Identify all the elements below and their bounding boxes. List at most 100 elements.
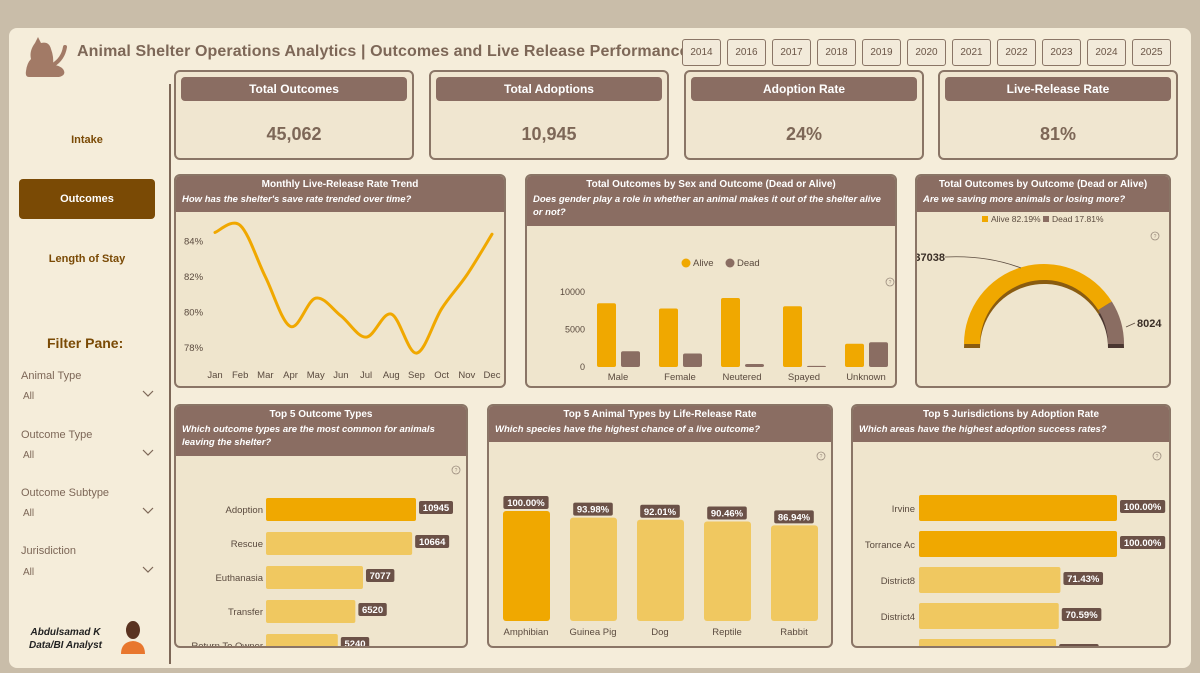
bar-alive-neutered xyxy=(721,298,740,367)
year-button-2025[interactable]: 2025 xyxy=(1132,39,1171,66)
data-label-bg xyxy=(774,510,814,524)
nav-outcomes-button[interactable]: Outcomes xyxy=(19,179,155,219)
author-credit: Abdulsamad K Data/BI Analyst xyxy=(29,626,102,652)
chevron-down-icon xyxy=(142,507,154,514)
bar-alive-female xyxy=(659,308,678,367)
card-top-outcome-types: Top 5 Outcome Types Which outcome types … xyxy=(174,404,468,648)
year-button-2019[interactable]: 2019 xyxy=(862,39,901,66)
kpi-value: 24% xyxy=(785,124,823,144)
data-label-dead: 8024 xyxy=(1137,318,1162,330)
data-label: 10664 xyxy=(419,537,446,548)
help-icon: ? xyxy=(885,277,895,287)
line-chart[interactable]: 84% 82% 80% 78% Jan Feb Mar Apr May Jun Jul Aug Sep O… xyxy=(176,212,504,384)
y-tick-label: Rescue xyxy=(231,539,263,550)
y-tick-label: Transfer xyxy=(228,607,263,618)
y-tick-label: Irvine xyxy=(892,504,915,515)
data-label: 100.00% xyxy=(1124,538,1162,549)
x-tick-label: Oct xyxy=(434,370,449,381)
slice-alive xyxy=(964,264,1112,344)
kpi-label: Live-Release Rate xyxy=(945,77,1171,101)
data-label-bg xyxy=(1061,608,1102,621)
year-button-2021[interactable]: 2021 xyxy=(952,39,991,66)
filter-dropdown-animal-type[interactable]: All xyxy=(23,390,155,402)
sidebar-divider xyxy=(169,84,171,664)
nav-length-of-stay-button[interactable]: Length of Stay xyxy=(48,253,126,265)
year-button-2017[interactable]: 2017 xyxy=(772,39,811,66)
x-tick-label: Neutered xyxy=(722,372,761,383)
clustered-bar-chart[interactable]: Alive Dead? 10000 5000 0 Male Female Neutered Sp… xyxy=(527,226,895,384)
year-button-2022[interactable]: 2022 xyxy=(997,39,1036,66)
y-tick-label: Adoption xyxy=(225,505,263,516)
author-role: Data/BI Analyst xyxy=(29,640,102,651)
filter-dropdown-jurisdiction[interactable]: All xyxy=(23,566,155,578)
bar-alive-unknown xyxy=(845,343,864,367)
filter-dropdown-outcome-type[interactable]: All xyxy=(23,449,155,461)
year-button-2018[interactable]: 2018 xyxy=(817,39,856,66)
column-chart[interactable]: ? 100.00% Amphibian 93.98% Guinea Pig 92.01% D… xyxy=(489,442,831,646)
x-tick-label: Nov xyxy=(458,370,475,381)
data-label: 70.59% xyxy=(1065,610,1098,621)
year-button-2023[interactable]: 2023 xyxy=(1042,39,1081,66)
card-header: Total Outcomes by Sex and Outcome (Dead … xyxy=(527,176,895,226)
filter-value: All xyxy=(23,567,35,578)
chart-title: Total Outcomes by Outcome (Dead or Alive… xyxy=(938,179,1148,190)
kpi-value: 45,062 xyxy=(266,124,322,144)
legend-swatch-dead xyxy=(1043,216,1049,222)
kpi-card-total-adoptions: Total Adoptions 10,945 xyxy=(429,70,669,160)
x-tick-label: Rabbit xyxy=(780,627,808,638)
y-tick-label: 84% xyxy=(184,236,204,247)
leader-line-dead xyxy=(1125,322,1136,328)
legend-label: Dead xyxy=(737,258,760,269)
card-top-animal-types: Top 5 Animal Types by Life-Release Rate … xyxy=(487,404,833,648)
x-tick-label: Male xyxy=(608,372,629,383)
bar-torrance-ac xyxy=(919,531,1117,557)
bar-euthanasia xyxy=(266,566,363,589)
bar-reptile xyxy=(704,521,751,621)
year-button-2020[interactable]: 2020 xyxy=(907,39,946,66)
semi-donut-chart[interactable]: Alive 82.19% Dead 17.81%? 37038 8024 xyxy=(917,212,1169,384)
chevron-down-icon xyxy=(142,390,154,397)
kpi-value: 10,945 xyxy=(521,124,577,144)
card-top-jurisdictions: Top 5 Jurisdictions by Adoption Rate Whi… xyxy=(851,404,1171,648)
year-button-2016[interactable]: 2016 xyxy=(727,39,766,66)
svg-text:?: ? xyxy=(1154,234,1157,240)
x-tick-label: Reptile xyxy=(712,627,742,638)
slice-dead xyxy=(1098,301,1124,344)
bar-dead-unknown xyxy=(869,342,888,367)
bar-district4 xyxy=(919,603,1059,629)
data-label: 10945 xyxy=(423,503,450,514)
legend-label: Alive 82.19% xyxy=(991,214,1041,224)
y-tick-label: Euthanasia xyxy=(215,573,263,584)
y-tick-label: 0 xyxy=(580,362,585,372)
data-label-bg xyxy=(1059,644,1099,646)
y-tick-label: District8 xyxy=(881,576,915,587)
bar-amphibian xyxy=(503,511,550,621)
y-tick-label: 10000 xyxy=(560,287,585,297)
kpi-card-total-outcomes: Total Outcomes 45,062 xyxy=(174,70,414,160)
horizontal-bar-chart[interactable]: ? Irvine 100.00% Torrance Ac 100.00% District… xyxy=(853,442,1169,646)
data-label: 92.01% xyxy=(644,507,677,518)
y-tick-label: 80% xyxy=(184,307,204,318)
help-icon: ? xyxy=(451,465,461,475)
x-tick-label: May xyxy=(307,370,325,381)
card-outcome-dead-or-alive: Total Outcomes by Outcome (Dead or Alive… xyxy=(915,174,1171,388)
chart-subtitle: Which species have the highest chance of… xyxy=(495,424,761,435)
data-label-bg xyxy=(1120,500,1166,513)
data-label: 5240 xyxy=(344,639,365,646)
year-button-2024[interactable]: 2024 xyxy=(1087,39,1126,66)
kpi-label: Total Adoptions xyxy=(436,77,662,101)
chart-subtitle: Does gender play a role in whether an an… xyxy=(533,194,881,218)
data-label: 90.46% xyxy=(711,508,744,519)
filter-dropdown-outcome-subtype[interactable]: All xyxy=(23,507,155,519)
x-tick-label: Guinea Pig xyxy=(569,627,616,638)
y-tick-label: 78% xyxy=(184,343,204,354)
avatar xyxy=(121,621,145,654)
bar-rabbit xyxy=(771,525,818,621)
horizontal-bar-chart[interactable]: ? Adoption 10945 Rescue 10664 Euthanasia 7077 T… xyxy=(176,456,466,646)
data-label-bg xyxy=(415,535,450,548)
bar-transfer xyxy=(266,600,356,623)
year-button-2014[interactable]: 2014 xyxy=(682,39,721,66)
filter-pane-title: Filter Pane: xyxy=(47,335,124,351)
nav-intake-button[interactable]: Intake xyxy=(71,134,103,146)
author-name: Abdulsamad K xyxy=(30,627,101,638)
